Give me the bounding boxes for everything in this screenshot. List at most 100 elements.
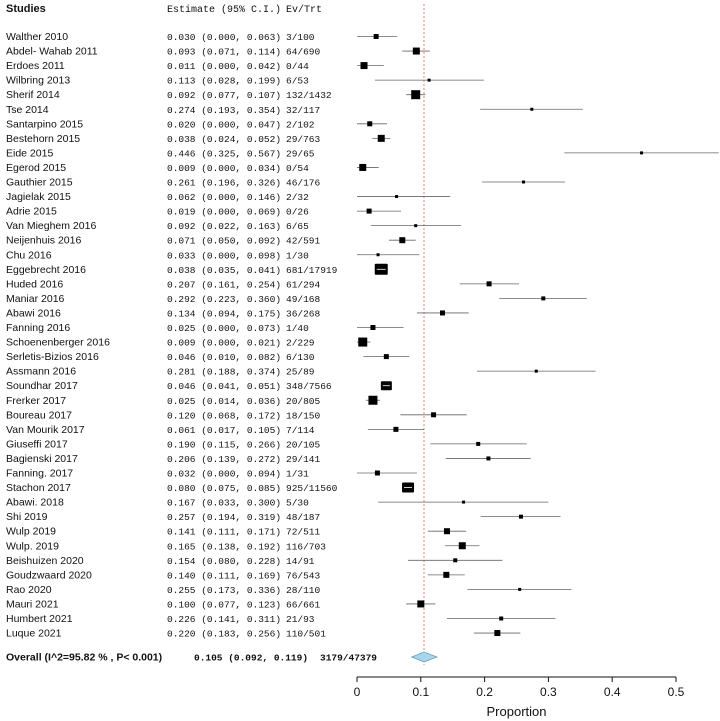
study-name: Frerker 2017	[6, 395, 66, 407]
point-estimate	[486, 456, 491, 461]
study-estimate: 0.071 (0.050, 0.092)	[167, 236, 281, 247]
study-estimate: 0.009 (0.000, 0.021)	[167, 338, 281, 349]
study-name: Shi 2019	[6, 511, 48, 523]
study-estimate: 0.033 (0.000, 0.098)	[167, 250, 281, 261]
point-estimate	[486, 281, 492, 287]
estimate-header: Estimate (95% C.I.)	[167, 4, 281, 16]
x-tick-label: 0	[354, 685, 361, 699]
study-name: Luque 2021	[6, 628, 62, 640]
study-events: 1/40	[286, 323, 309, 334]
study-events: 36/268	[286, 308, 321, 319]
study-events: 49/168	[286, 294, 321, 305]
x-tick-label: 0.4	[604, 685, 621, 699]
study-events: 681/17919	[286, 265, 338, 276]
point-estimate	[534, 369, 538, 373]
study-name: Assmann 2016	[6, 366, 76, 378]
study-name: Abawi 2016	[6, 307, 61, 319]
study-name: Wulp. 2019	[6, 540, 59, 552]
point-estimate	[393, 426, 399, 432]
study-events: 48/187	[286, 512, 320, 523]
study-events: 61/294	[286, 279, 321, 290]
point-estimate	[518, 514, 523, 519]
study-name: Soundhar 2017	[6, 380, 78, 392]
study-rows: Walther 2010 0.030 (0.000, 0.063) 3/100 Abd…	[6, 31, 338, 640]
study-name: Stachon 2017	[6, 482, 71, 494]
study-events: 6/53	[286, 76, 309, 87]
study-events: 110/501	[286, 629, 326, 640]
study-estimate: 0.165 (0.138, 0.192)	[167, 541, 281, 552]
point-estimate	[411, 90, 421, 100]
point-estimate	[412, 47, 420, 55]
studies-header: Studies	[6, 3, 46, 15]
study-name: Abdel- Wahab 2011	[6, 46, 98, 58]
study-events: 21/93	[286, 614, 315, 625]
point-estimate	[522, 180, 526, 184]
x-axis: 0 0.1 0.2 0.3 0.4 0.5 Proportion	[354, 676, 685, 719]
point-estimate	[458, 542, 466, 550]
study-estimate: 0.038 (0.035, 0.041)	[167, 265, 281, 276]
point-estimate	[366, 208, 372, 214]
study-events: 1/31	[286, 469, 309, 480]
study-name: Abawi. 2018	[6, 497, 64, 509]
study-events: 64/690	[286, 47, 321, 58]
overall-estimate: 0.105 (0.092, 0.119)	[194, 653, 308, 664]
study-estimate: 0.038 (0.024, 0.052)	[167, 134, 281, 145]
study-name: Giuseffi 2017	[6, 438, 68, 450]
point-estimate	[395, 195, 399, 199]
point-estimate	[530, 107, 534, 111]
study-estimate: 0.292 (0.223, 0.360)	[167, 294, 281, 305]
point-estimate	[377, 134, 385, 142]
study-name: Humbert 2021	[6, 613, 73, 625]
study-name: Erdoes 2011	[6, 60, 65, 72]
study-estimate: 0.261 (0.196, 0.326)	[167, 178, 281, 189]
study-name: Wilbring 2013	[6, 75, 70, 87]
study-name: Wulp 2019	[6, 526, 56, 538]
study-events: 32/117	[286, 105, 320, 116]
study-name: Eide 2015	[6, 147, 53, 159]
study-events: 5/30	[286, 498, 309, 509]
point-estimate	[373, 34, 379, 39]
point-estimate	[359, 163, 367, 171]
study-events: 20/805	[286, 396, 321, 407]
study-events: 1/30	[286, 250, 309, 261]
study-name: Mauri 2021	[6, 598, 59, 610]
point-estimate	[367, 121, 373, 127]
study-estimate: 0.009 (0.000, 0.034)	[167, 163, 281, 174]
study-estimate: 0.092 (0.022, 0.163)	[167, 221, 281, 232]
study-name: Beishuizen 2020	[6, 555, 84, 567]
study-name: Gauthier 2015	[6, 177, 73, 189]
study-name: Bagienski 2017	[6, 453, 78, 465]
study-events: 28/110	[286, 585, 321, 596]
study-events: 29/141	[286, 454, 321, 465]
study-events: 116/703	[286, 541, 326, 552]
study-events: 25/89	[286, 367, 315, 378]
point-estimate	[443, 528, 450, 535]
study-estimate: 0.274 (0.193, 0.354)	[167, 105, 281, 116]
study-name: Huded 2016	[6, 278, 63, 290]
point-estimate	[499, 616, 504, 621]
study-estimate: 0.257 (0.194, 0.319)	[167, 512, 281, 523]
study-name: Serletis-Bizios 2016	[6, 351, 99, 363]
study-events: 20/105	[286, 439, 321, 450]
study-estimate: 0.120 (0.068, 0.172)	[167, 410, 281, 421]
study-name: Rao 2020	[6, 584, 52, 596]
point-estimate	[439, 310, 445, 316]
study-name: Boureau 2017	[6, 409, 72, 421]
x-tick-label: 0.1	[412, 685, 429, 699]
study-estimate: 0.255 (0.173, 0.336)	[167, 585, 281, 596]
x-axis-label: Proportion	[487, 704, 547, 719]
study-name: Eggebrecht 2016	[6, 264, 86, 276]
study-name: Walther 2010	[6, 31, 68, 43]
point-estimate	[417, 600, 425, 608]
point-estimate	[374, 470, 380, 476]
study-events: 66/661	[286, 599, 321, 610]
plot-area	[357, 4, 719, 665]
point-estimate	[360, 62, 368, 70]
study-estimate: 0.134 (0.094, 0.175)	[167, 308, 281, 319]
study-estimate: 0.220 (0.183, 0.256)	[167, 629, 281, 640]
x-tick-label: 0.5	[668, 685, 685, 699]
study-events: 925/11560	[286, 483, 338, 494]
study-events: 29/763	[286, 134, 321, 145]
point-estimate	[414, 224, 418, 228]
